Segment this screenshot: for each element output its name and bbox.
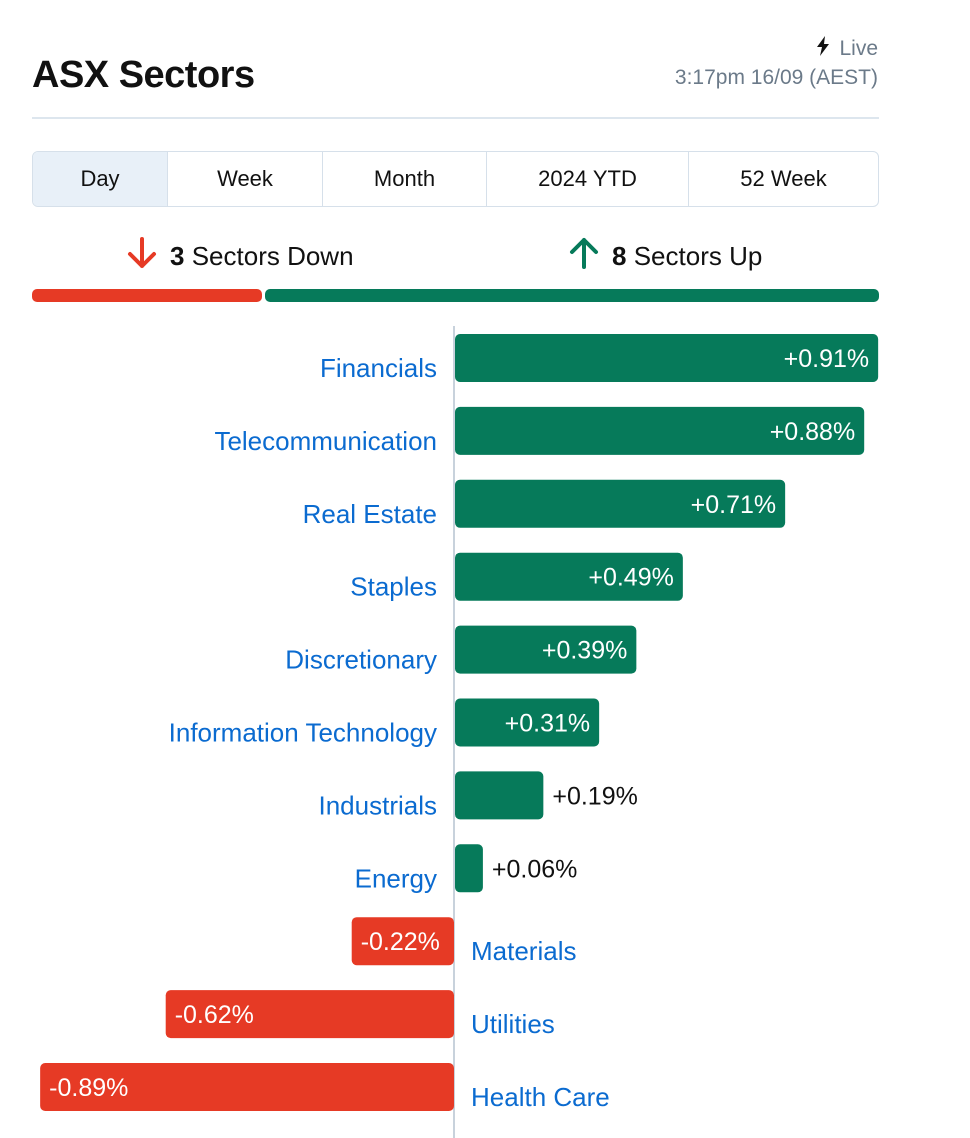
bar-10 (40, 1063, 455, 1111)
bar-3 (455, 552, 683, 601)
bar-4 (455, 625, 637, 674)
value-label: +0.39% (542, 637, 628, 665)
bar-7 (455, 844, 483, 893)
value-label: +0.31% (505, 710, 591, 738)
bar-5 (455, 698, 600, 747)
live-indicator: Live (815, 36, 878, 62)
value-label: +0.49% (588, 564, 674, 592)
page-title: ASX Sectors (32, 54, 255, 96)
category-label[interactable]: Discretionary (285, 645, 437, 675)
value-label: +0.19% (552, 782, 638, 810)
value-label: +0.06% (492, 855, 578, 883)
up-label: Sectors Up (633, 241, 763, 271)
tab-day[interactable]: Day (33, 152, 168, 206)
category-label[interactable]: Staples (350, 572, 437, 602)
value-label: +0.71% (691, 491, 777, 519)
category-label[interactable]: Information Technology (169, 718, 437, 748)
value-label: +0.91% (784, 345, 870, 373)
bar-6 (455, 771, 544, 820)
category-label[interactable]: Real Estate (303, 499, 437, 529)
arrow-up-icon (568, 236, 600, 277)
tab-2024-ytd[interactable]: 2024 YTD (487, 152, 689, 206)
sectors-up-summary: 8 Sectors Up (568, 236, 762, 277)
category-label[interactable]: Materials (471, 936, 576, 966)
category-label[interactable]: Energy (355, 863, 437, 893)
bar-1 (455, 406, 865, 455)
value-label: -0.89% (49, 1074, 128, 1102)
up-count: 8 (612, 241, 627, 271)
value-label: -0.22% (361, 928, 440, 956)
timestamp: 3:17pm 16/09 (AEST) (674, 66, 878, 89)
arrow-down-icon (126, 236, 158, 277)
sectors-down-bar (32, 289, 262, 302)
category-label[interactable]: Utilities (471, 1009, 555, 1039)
down-label: Sectors Down (191, 241, 354, 271)
bar-8 (351, 917, 454, 966)
category-label[interactable]: Industrials (319, 790, 438, 820)
tab-month[interactable]: Month (323, 152, 487, 206)
tab-52-week[interactable]: 52 Week (740, 166, 827, 191)
tab-week[interactable]: Week (168, 152, 323, 206)
category-label[interactable]: Telecommunication (214, 426, 437, 456)
down-count: 3 (170, 241, 185, 271)
sectors-down-summary: 3 Sectors Down (126, 236, 354, 277)
value-label: -0.62% (175, 1001, 254, 1029)
live-label: Live (839, 37, 878, 60)
value-label: +0.88% (770, 418, 856, 446)
sectors-up-bar (265, 289, 879, 302)
bar-0 (455, 334, 879, 382)
bar-2 (455, 479, 786, 528)
category-label[interactable]: Health Care (471, 1082, 610, 1112)
header-divider (32, 117, 879, 119)
period-tabs: Day Week Month 2024 YTD 52 Week (32, 151, 879, 207)
category-label[interactable]: Financials (320, 353, 437, 383)
lightning-icon (815, 36, 831, 62)
bar-9 (165, 990, 454, 1039)
